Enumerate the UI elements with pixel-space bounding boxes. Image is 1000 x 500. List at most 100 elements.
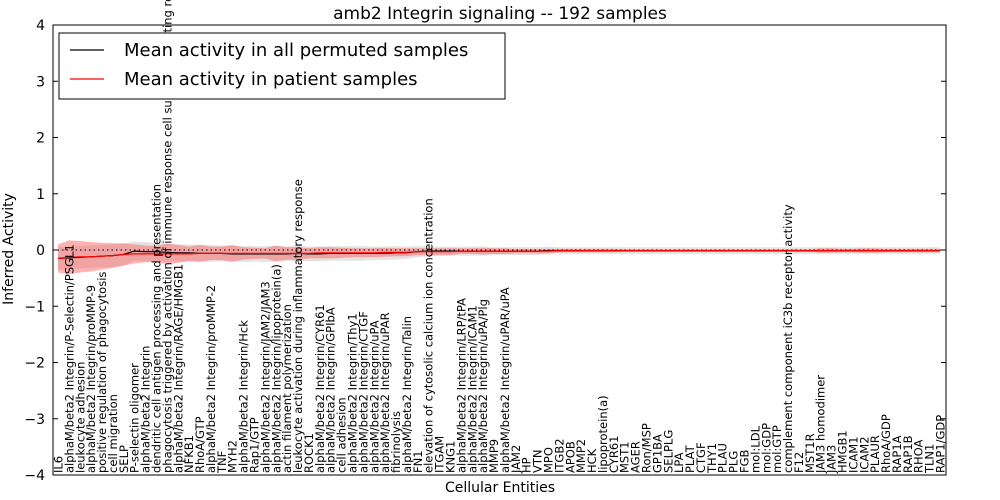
x-tick-label: MPO xyxy=(542,447,556,473)
x-tick-label: mol:LDL xyxy=(748,425,762,473)
x-tick-label: ICAM1 xyxy=(846,436,860,473)
x-tick-label: leukocyte adhesion xyxy=(73,362,87,473)
x-tick-label: MMP9 xyxy=(487,439,501,473)
legend-label-permuted: Mean activity in all permuted samples xyxy=(124,40,468,61)
x-tick-label: P-selectin oligomer xyxy=(128,363,142,473)
x-tick-label: ITGB2 xyxy=(552,438,566,473)
x-tick-label: leukocyte activation during inflammatory… xyxy=(291,179,305,473)
x-tick-label: ICAM2 xyxy=(857,436,871,473)
x-tick-label: ROCK1 xyxy=(302,433,316,473)
x-tick-label: PLAT xyxy=(683,444,697,473)
x-tick-label: cell adhesion xyxy=(335,397,349,473)
axes: −4 −3 −2 −1 0 1 2 3 4 xyxy=(24,18,947,484)
x-tick-label: MYH2 xyxy=(226,440,240,473)
series-line-patient xyxy=(57,250,940,259)
x-tick-label: HP xyxy=(520,457,534,473)
x-tick-label: alphaM/beta2 Integrin/RAGE/HMGB1 xyxy=(171,264,185,473)
x-tick-label: RAP1B xyxy=(901,435,915,473)
y-tick-label: 3 xyxy=(36,74,45,90)
x-tick-label: CYR61 xyxy=(607,436,621,473)
x-tick-label: PLAUR xyxy=(868,435,882,473)
x-tick-label: AGER xyxy=(629,441,643,473)
x-tick-label: Rap1/GTP xyxy=(248,417,262,473)
x-tick-label: alphaM/beta2 Integrin/lipoprotein(a) xyxy=(269,264,283,473)
x-tick-label: GP1BA xyxy=(650,434,664,473)
x-tick-label: IL6 xyxy=(52,456,66,473)
x-tick-label: alphaM/beta2 Integrin/CTGF xyxy=(356,311,370,473)
x-tick-label: RAP1/GDP xyxy=(934,415,948,473)
x-tick-label: ITGAM xyxy=(433,436,447,473)
y-tick-label: 0 xyxy=(36,243,45,259)
x-tick-label: SELPLG xyxy=(661,430,675,473)
x-tick-label: cell migration xyxy=(106,394,120,473)
x-tick-label: alphaM/beta2 Integrin/uPAR xyxy=(378,312,392,473)
x-tick-label: VTN xyxy=(531,450,545,474)
y-axis-label: Inferred Activity xyxy=(1,193,17,305)
x-tick-label: Ron/MSP xyxy=(640,423,654,473)
x-tick-label: alphaM/beta2 Integrin/CYR61 xyxy=(313,304,327,473)
x-tick-label: JAM2 xyxy=(509,445,523,474)
x-tick-label: alphaM/beta2 Integrin/P-Selectin/PSGL1 xyxy=(62,244,76,473)
x-tick-label: LPA xyxy=(672,452,686,473)
x-tick-label: F12 xyxy=(792,452,806,473)
x-tick-label: alphaM/beta2 Integrin/Talin xyxy=(400,316,414,473)
y-tick-label: −1 xyxy=(24,299,45,315)
x-tick-label: MMP2 xyxy=(574,439,588,473)
x-tick-label: HCK xyxy=(585,448,599,473)
x-tick-label: FN1 xyxy=(411,450,425,473)
legend-box xyxy=(58,32,506,100)
x-tick-label: NFKB1 xyxy=(182,435,196,473)
x-tick-label: dendritic cell antigen processing and pr… xyxy=(150,184,164,473)
x-tick-label: RhoA/GDP xyxy=(879,414,893,473)
x-tick-label: MST1 xyxy=(618,441,632,473)
x-tick-label: TLN1 xyxy=(923,444,937,474)
x-tick-label: PLAU xyxy=(716,443,730,473)
x-tick-label: alphaM/beta2 Integrin/LRP/tPA xyxy=(454,298,468,473)
y-tick-label: 1 xyxy=(36,187,45,203)
band-patient xyxy=(58,240,940,275)
x-tick-label: RHOA xyxy=(912,440,926,473)
x-tick-label: fibrinolysis xyxy=(389,411,403,473)
x-tick-label: THY1 xyxy=(705,443,719,474)
x-tick-label: alphaM/beta2 Integrin/proMMP-9 xyxy=(84,285,98,473)
confidence-bands xyxy=(58,240,940,275)
y-tick-label: −2 xyxy=(24,356,45,372)
x-tick-label: CTGF xyxy=(694,442,708,473)
x-tick-label: mol:GTP xyxy=(770,425,784,473)
chart-title: amb2 Integrin signaling -- 192 samples xyxy=(333,4,667,24)
y-tick-label: −4 xyxy=(24,468,45,484)
x-tick-label: FGB xyxy=(738,449,752,473)
x-tick-label: alphaM/beta2 Integrin/proMMP-2 xyxy=(204,285,218,473)
x-tick-label: lipoprotein(a) xyxy=(596,395,610,473)
legend-label-patient: Mean activity in patient samples xyxy=(124,69,418,90)
y-tick-label: −3 xyxy=(24,412,45,428)
x-tick-label: alphaM/beta2 Integrin/uPA/Plg xyxy=(476,299,490,473)
legend: Mean activity in all permuted samples Me… xyxy=(58,32,506,100)
x-tick-label: APOB xyxy=(563,441,577,473)
x-tick-label: elevation of cytosolic calcium ion conce… xyxy=(422,198,436,473)
y-tick-label: 2 xyxy=(36,131,45,147)
x-tick-label: alphaM/beta2 Integrin/JAM2/JAM3 xyxy=(258,281,272,473)
x-tick-label: complement component iC3b receptor activ… xyxy=(781,204,795,473)
x-tick-label: alphaM/beta2 Integrin/uPAR/uPA xyxy=(498,287,512,473)
x-tick-label: alphaM/beta2 Integrin xyxy=(139,346,153,473)
x-tick-label: alphaM/beta2 Integrin/Hck xyxy=(237,320,251,473)
x-tick-label: RhoA/GTP xyxy=(193,416,207,473)
band-permuted xyxy=(58,241,940,270)
x-tick-label: SELP xyxy=(117,445,131,473)
x-tick-label: positive regulation of phagocytosis xyxy=(95,272,109,473)
y-tick-label: 4 xyxy=(36,18,45,34)
x-tick-label: alphaM/beta2 Integrin/Thy1 xyxy=(346,313,360,473)
x-tick-label: alphaM/beta2 Integrin/GPIbA xyxy=(324,307,338,473)
x-tick-label: mol:GDP xyxy=(759,423,773,473)
x-tick-label: alphaM/beta2 Integrin/ICAM1 xyxy=(465,305,479,473)
series-lines xyxy=(57,250,940,259)
x-tick-label: phagocytosis triggered by activation of … xyxy=(160,0,174,473)
x-tick-label: TNF xyxy=(215,451,229,474)
x-tick-label: MST1R xyxy=(803,433,817,473)
x-tick-label: JAM3 homodimer xyxy=(814,375,828,474)
x-tick-label: alphaM/beta2 Integrin/uPA xyxy=(367,320,381,473)
x-tick-label: HMGB1 xyxy=(836,430,850,473)
